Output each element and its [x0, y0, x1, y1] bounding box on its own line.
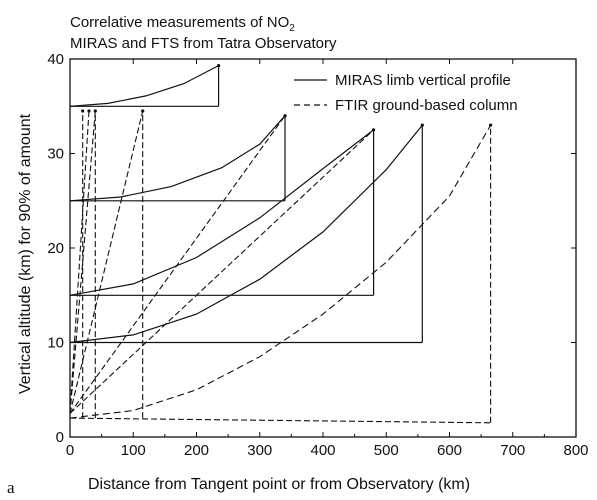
y-tick-label-20: 20 — [47, 240, 64, 257]
point-marker-1 — [93, 109, 97, 113]
axes: 0 100 200 300 400 500 600 700 800 0 10 20 30 40 — [47, 51, 588, 459]
legend: MIRAS limb vertical profile FTIR ground-b… — [294, 72, 518, 114]
x-tick-label-400: 400 — [310, 442, 335, 459]
point-marker-2 — [141, 109, 145, 113]
legend-label-dashed: FTIR ground-based column — [335, 97, 518, 114]
series-line-ftir-12 — [69, 110, 90, 414]
series-line-miras-5 — [69, 115, 286, 202]
series-line-ftir-16 — [69, 129, 374, 414]
series-line-ftir-13 — [69, 110, 96, 414]
axes-frame — [69, 58, 577, 438]
series-line-ftir-18 — [69, 417, 491, 424]
legend-label-solid: MIRAS limb vertical profile — [335, 72, 511, 89]
point-marker-0 — [87, 109, 91, 113]
series-line-miras-2 — [69, 65, 219, 107]
x-tick-label-300: 300 — [247, 442, 272, 459]
x-tick-label-200: 200 — [184, 442, 209, 459]
title-text: Correlative measurements of NO — [70, 14, 290, 31]
title-subscript: 2 — [289, 23, 295, 34]
x-tick-label-0: 0 — [66, 442, 74, 459]
point-marker-7 — [372, 128, 376, 132]
series-line-ftir-15 — [69, 115, 286, 414]
panel-label: a — [7, 478, 15, 497]
y-tick-label-10: 10 — [47, 335, 64, 352]
series-line-miras-8 — [69, 129, 374, 296]
y-tick-label-0: 0 — [56, 429, 64, 446]
x-tick-label-600: 600 — [437, 442, 462, 459]
x-tick-label-100: 100 — [121, 442, 146, 459]
x-tick-label-800: 800 — [563, 442, 588, 459]
y-tick-label-30: 30 — [47, 146, 64, 163]
x-tick-label-700: 700 — [500, 442, 525, 459]
point-marker-6 — [283, 114, 287, 118]
point-marker-4 — [489, 123, 493, 127]
chart-title-line2: MIRAS and FTS from Tatra Observatory — [70, 35, 337, 52]
x-tick-label-500: 500 — [374, 442, 399, 459]
point-marker-5 — [217, 64, 221, 68]
point-marker-3 — [81, 109, 85, 113]
x-axis-label: Distance from Tangent point or from Obse… — [88, 476, 471, 493]
plot-area — [69, 64, 493, 424]
y-tick-label-40: 40 — [47, 51, 64, 68]
series-line-ftir-17 — [69, 124, 492, 419]
series-line-miras-11 — [69, 124, 423, 344]
series-line-ftir-14 — [69, 110, 144, 414]
point-marker-8 — [420, 123, 424, 127]
chart-title-line1: Correlative measurements of NO2 — [70, 14, 295, 37]
